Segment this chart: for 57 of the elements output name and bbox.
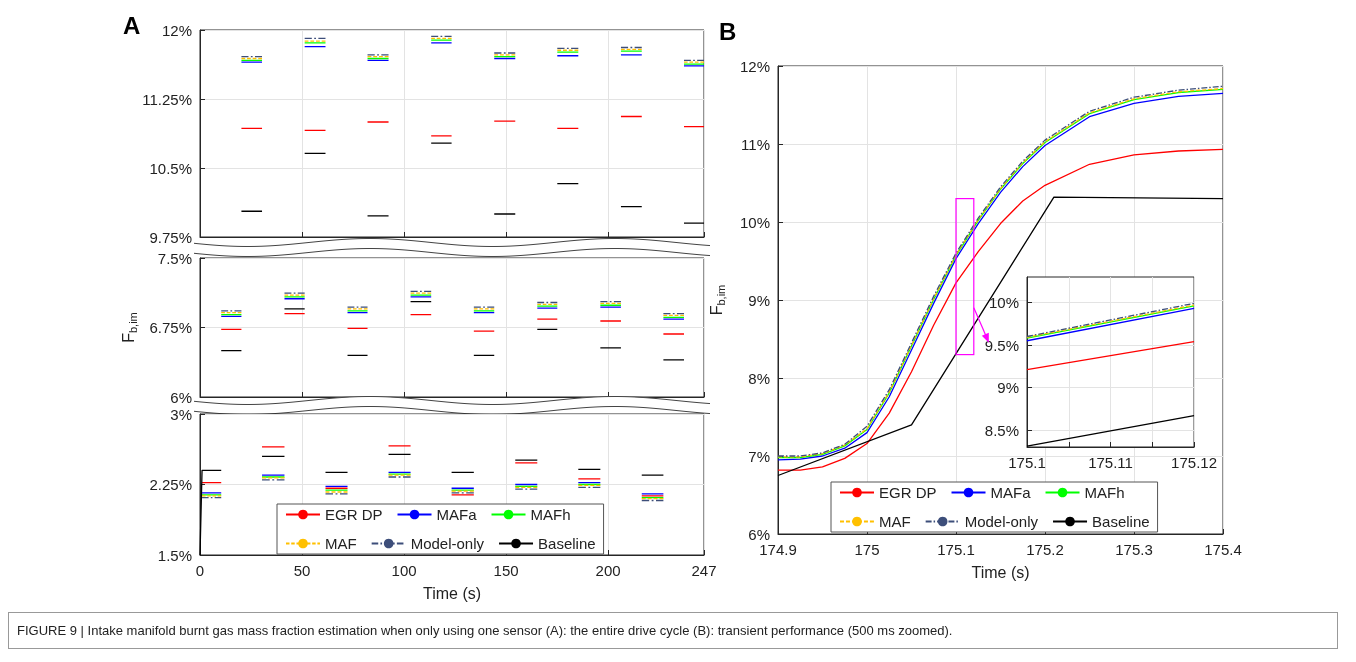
y-tick-label: 11.25% bbox=[142, 90, 192, 108]
y-tick-label: 11% bbox=[741, 135, 770, 153]
legend-label: EGR DP bbox=[879, 484, 937, 501]
y-tick-label: 8.5% bbox=[984, 421, 1019, 439]
y-tick-label: 6% bbox=[170, 388, 192, 406]
y-tick-label: 6% bbox=[748, 525, 770, 543]
y-tick-label: 9% bbox=[997, 379, 1019, 396]
legend-label: MAFa bbox=[436, 506, 478, 523]
y-tick-label: 2.25% bbox=[149, 476, 192, 493]
legend-label: MAFh bbox=[1084, 484, 1125, 501]
y-tick-label: 3% bbox=[170, 405, 192, 423]
x-tick-label: 175.11 bbox=[1088, 454, 1133, 471]
x-tick-label: 175.1 bbox=[937, 541, 975, 558]
y-tick-label: 1.5% bbox=[157, 546, 192, 564]
y-tick-label: 8% bbox=[748, 369, 770, 387]
y-tick-label: 10% bbox=[739, 213, 770, 231]
y-tick-label: 7.5% bbox=[157, 249, 192, 267]
x-axis-title: Time (s) bbox=[422, 584, 482, 602]
x-tick-label: 50 bbox=[293, 562, 311, 579]
x-tick-label: 175.4 bbox=[1204, 541, 1242, 558]
legend-label: Model-only bbox=[410, 535, 485, 552]
y-tick-label: 12% bbox=[161, 21, 192, 39]
y-tick-label: 9% bbox=[748, 291, 770, 309]
x-tick-label: 150 bbox=[493, 562, 519, 579]
x-tick-label: 175.12 bbox=[1171, 454, 1218, 471]
legend-label: MAF bbox=[879, 513, 911, 530]
chart-title: A bbox=[123, 11, 141, 39]
line-series bbox=[777, 148, 1224, 471]
legend-label: Model-only bbox=[964, 513, 1039, 530]
x-tick-label: 175.2 bbox=[1026, 541, 1064, 558]
x-tick-label: 175 bbox=[854, 541, 880, 558]
chart-title: B bbox=[719, 17, 737, 45]
legend-label: MAF bbox=[325, 535, 357, 552]
x-tick-label: 175.1 bbox=[1008, 454, 1046, 471]
x-tick-label: 247 bbox=[691, 562, 717, 579]
x-tick-label: 200 bbox=[595, 562, 621, 579]
y-tick-label: 7% bbox=[748, 447, 770, 465]
y-tick-label: 6.75% bbox=[149, 319, 192, 336]
legend-label: Baseline bbox=[1092, 513, 1150, 530]
legend-label: MAFh bbox=[530, 506, 571, 523]
y-tick-label: 12% bbox=[739, 57, 770, 75]
caption: FIGURE 9 | Intake manifold burnt gas mass fraction estimation when only using one sensor (A): the entire drive cycle (B): transient performance (500 ms zoomed). bbox=[8, 612, 1338, 649]
y-tick-label: 10% bbox=[988, 294, 1019, 311]
x-tick-label: 0 bbox=[195, 562, 205, 579]
legend-label: Baseline bbox=[538, 535, 596, 552]
y-tick-label: 9.75% bbox=[149, 228, 192, 246]
x-axis-title: Time (s) bbox=[971, 563, 1030, 581]
legend-label: MAFa bbox=[990, 484, 1032, 501]
x-tick-label: 174.9 bbox=[759, 541, 797, 558]
x-tick-label: 100 bbox=[391, 562, 417, 579]
y-tick-label: 10.5% bbox=[149, 159, 192, 177]
y-axis-title: Fb,im bbox=[120, 312, 140, 343]
x-tick-label: 175.3 bbox=[1115, 541, 1153, 558]
line-series bbox=[777, 196, 1224, 477]
legend-label: EGR DP bbox=[325, 506, 383, 523]
y-tick-label: 9.5% bbox=[984, 336, 1019, 354]
y-axis-title: Fb,im bbox=[707, 284, 727, 316]
